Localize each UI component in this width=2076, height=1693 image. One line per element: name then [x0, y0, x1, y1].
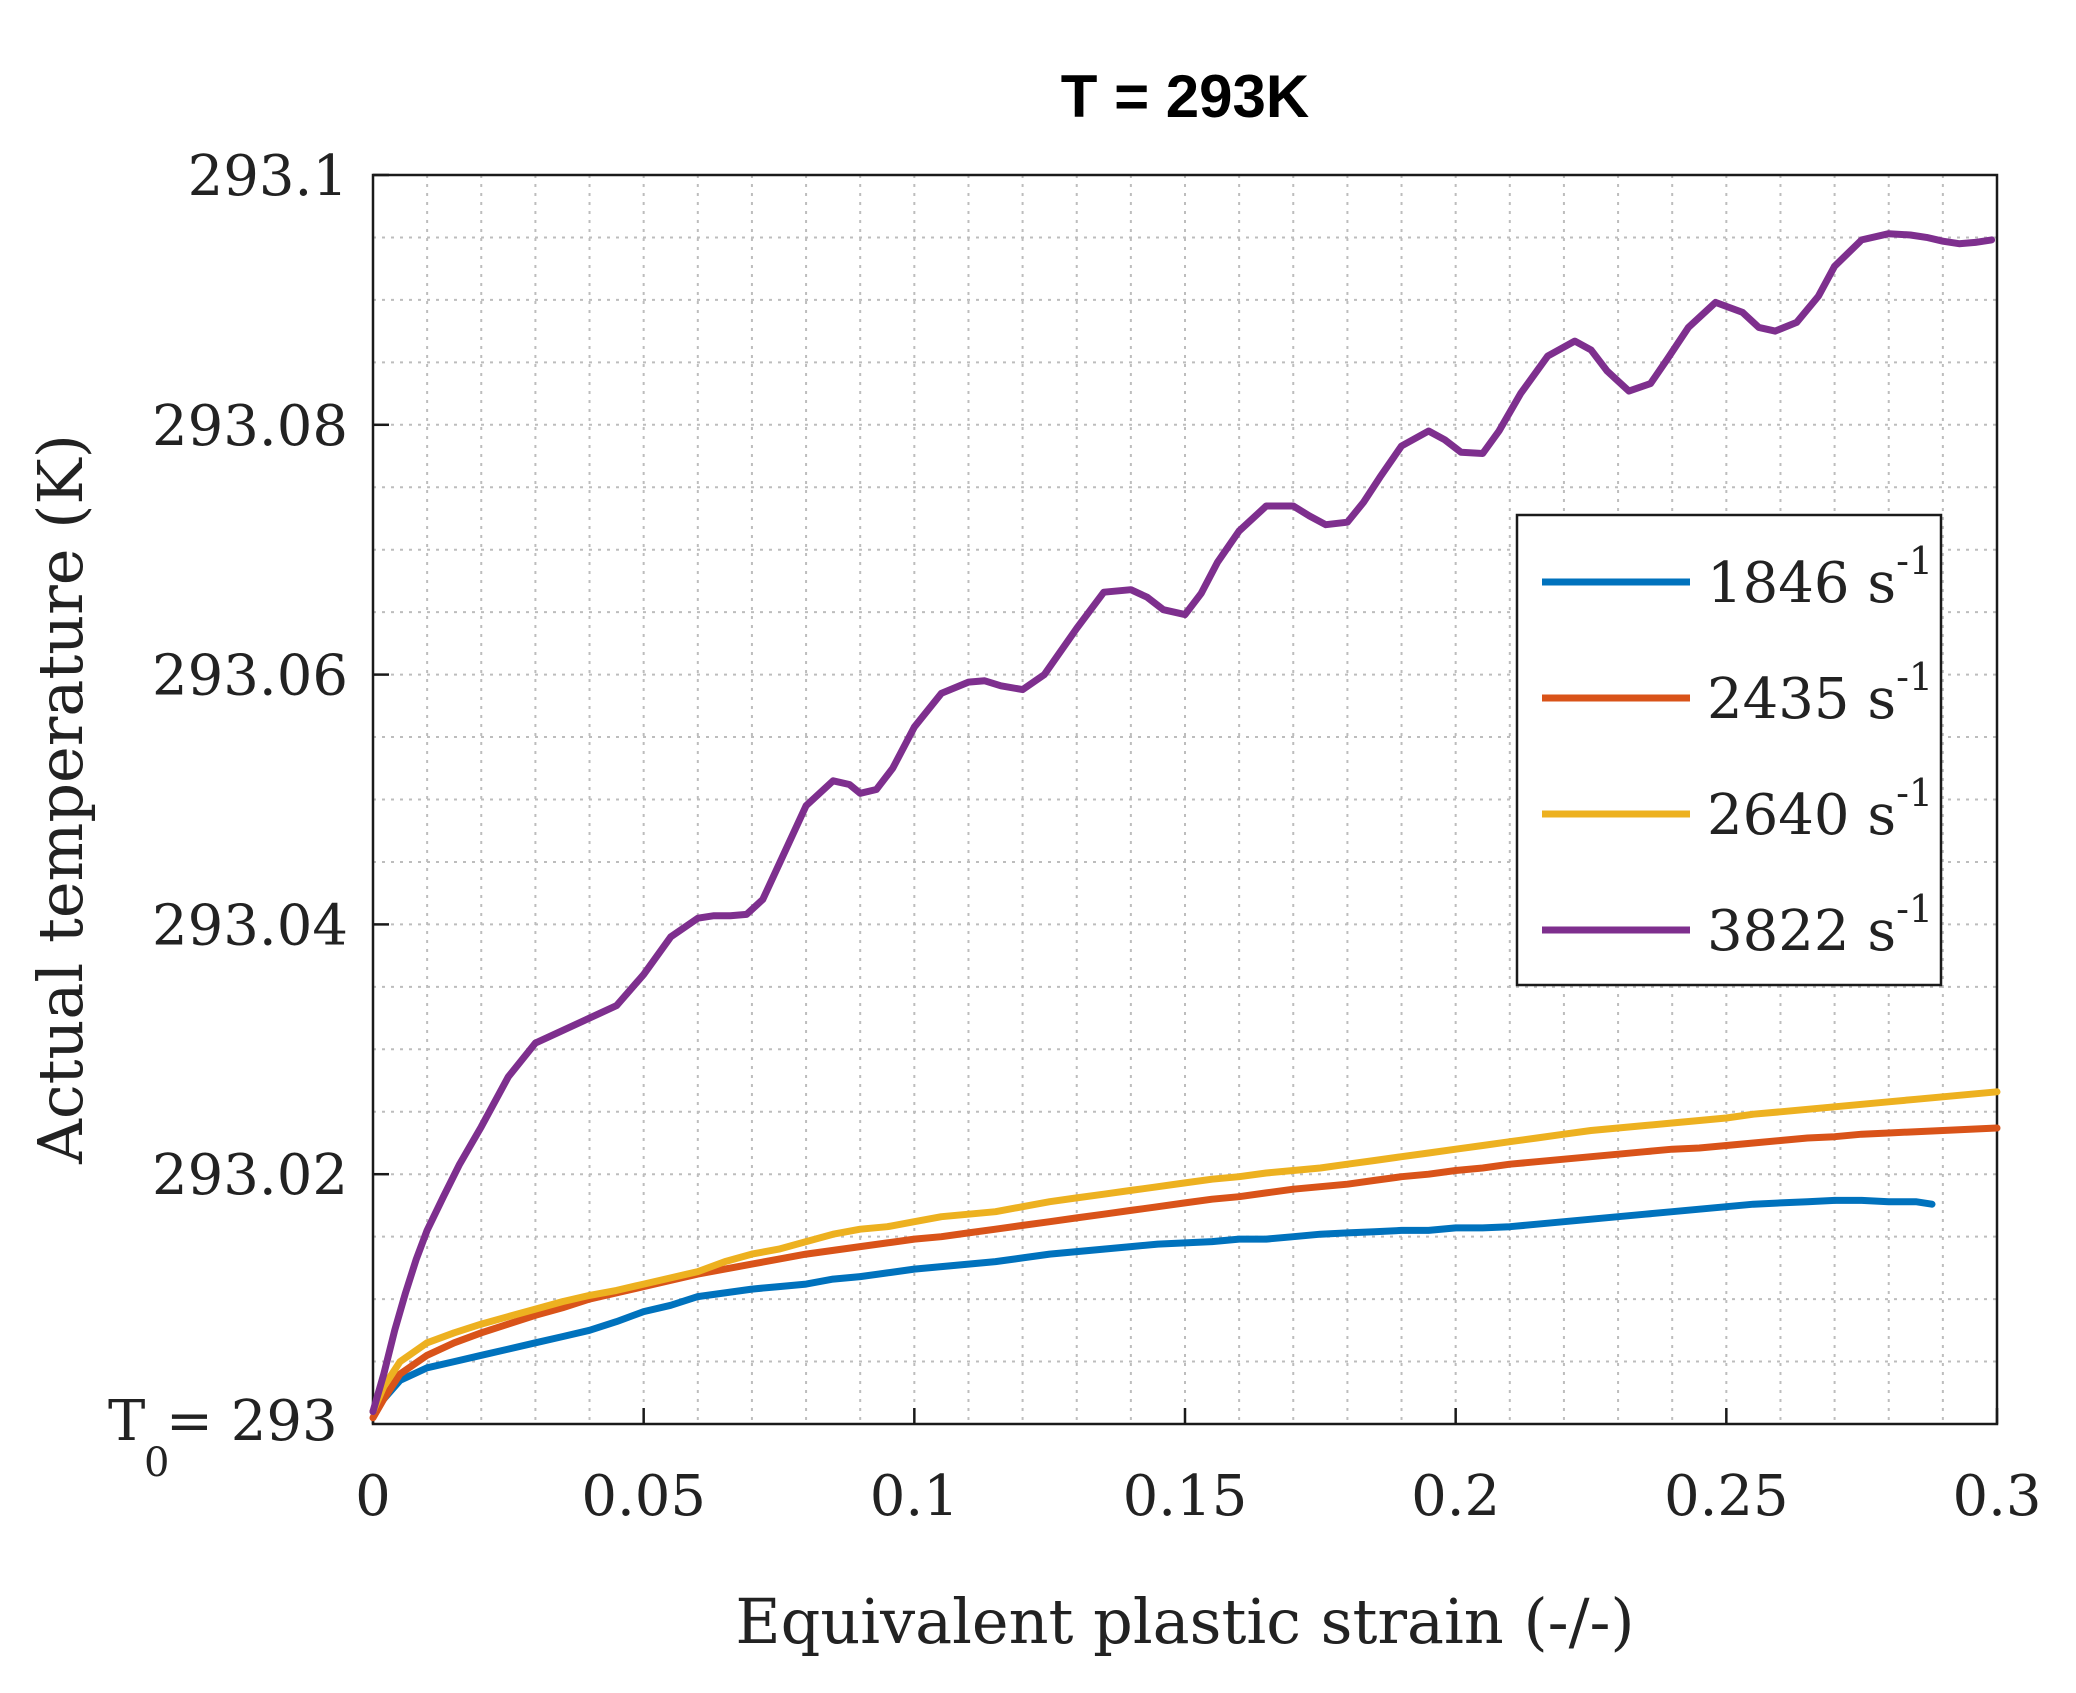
legend-label: 2640 s-1: [1707, 771, 1933, 848]
y-tick-label: 293.04: [152, 893, 348, 958]
y-tick-label: 293.06: [152, 644, 348, 709]
y-origin-label-rest: = 293: [166, 1389, 338, 1454]
x-tick-label: 0.05: [581, 1464, 706, 1529]
x-axis-label: Equivalent plastic strain (-/-): [735, 1585, 1634, 1658]
x-tick-label: 0.15: [1123, 1464, 1248, 1529]
series-lines: [369, 230, 2001, 1422]
x-tick-label: 0.2: [1411, 1464, 1500, 1529]
y-origin-label-main: T: [108, 1389, 145, 1454]
legend-label-exponent: -1: [1896, 771, 1933, 815]
y-origin-label-sub: 0: [144, 1440, 169, 1486]
y-tick-label: 293.1: [188, 144, 348, 209]
x-tick-label: 0.25: [1664, 1464, 1789, 1529]
chart-title: T = 293K: [1061, 63, 1309, 130]
legend-label: 2435 s-1: [1707, 655, 1933, 732]
legend: 1846 s-1 2435 s-1 2640 s-1 3822 s-1: [1515, 513, 1943, 987]
series-line-4: [369, 230, 1996, 1415]
legend-box: [1515, 513, 1943, 987]
axis-ticks: 0 0.05 0.1 0.15 0.2 0.25 0.3 293.02 293.04 293.06…: [152, 144, 2041, 1529]
legend-label: 3822 s-1: [1707, 887, 1933, 964]
series-line-1: [369, 1196, 1936, 1415]
y-origin-label: T 0 = 293: [108, 1389, 338, 1486]
x-tick-label: 0: [355, 1464, 391, 1529]
legend-label-exponent: -1: [1896, 539, 1933, 583]
y-tick-label: 293.02: [152, 1143, 348, 1208]
x-tick-label: 0.1: [870, 1464, 959, 1529]
y-tick-label: 293.08: [152, 394, 348, 459]
y-axis-label: Actual temperature (K): [24, 434, 97, 1165]
legend-label: 1846 s-1: [1707, 539, 1933, 616]
legend-label-exponent: -1: [1896, 887, 1933, 931]
x-tick-label: 0.3: [1952, 1464, 2041, 1529]
legend-label-exponent: -1: [1896, 655, 1933, 699]
series-line-3: [369, 1088, 2001, 1415]
grid: [373, 175, 1997, 1424]
